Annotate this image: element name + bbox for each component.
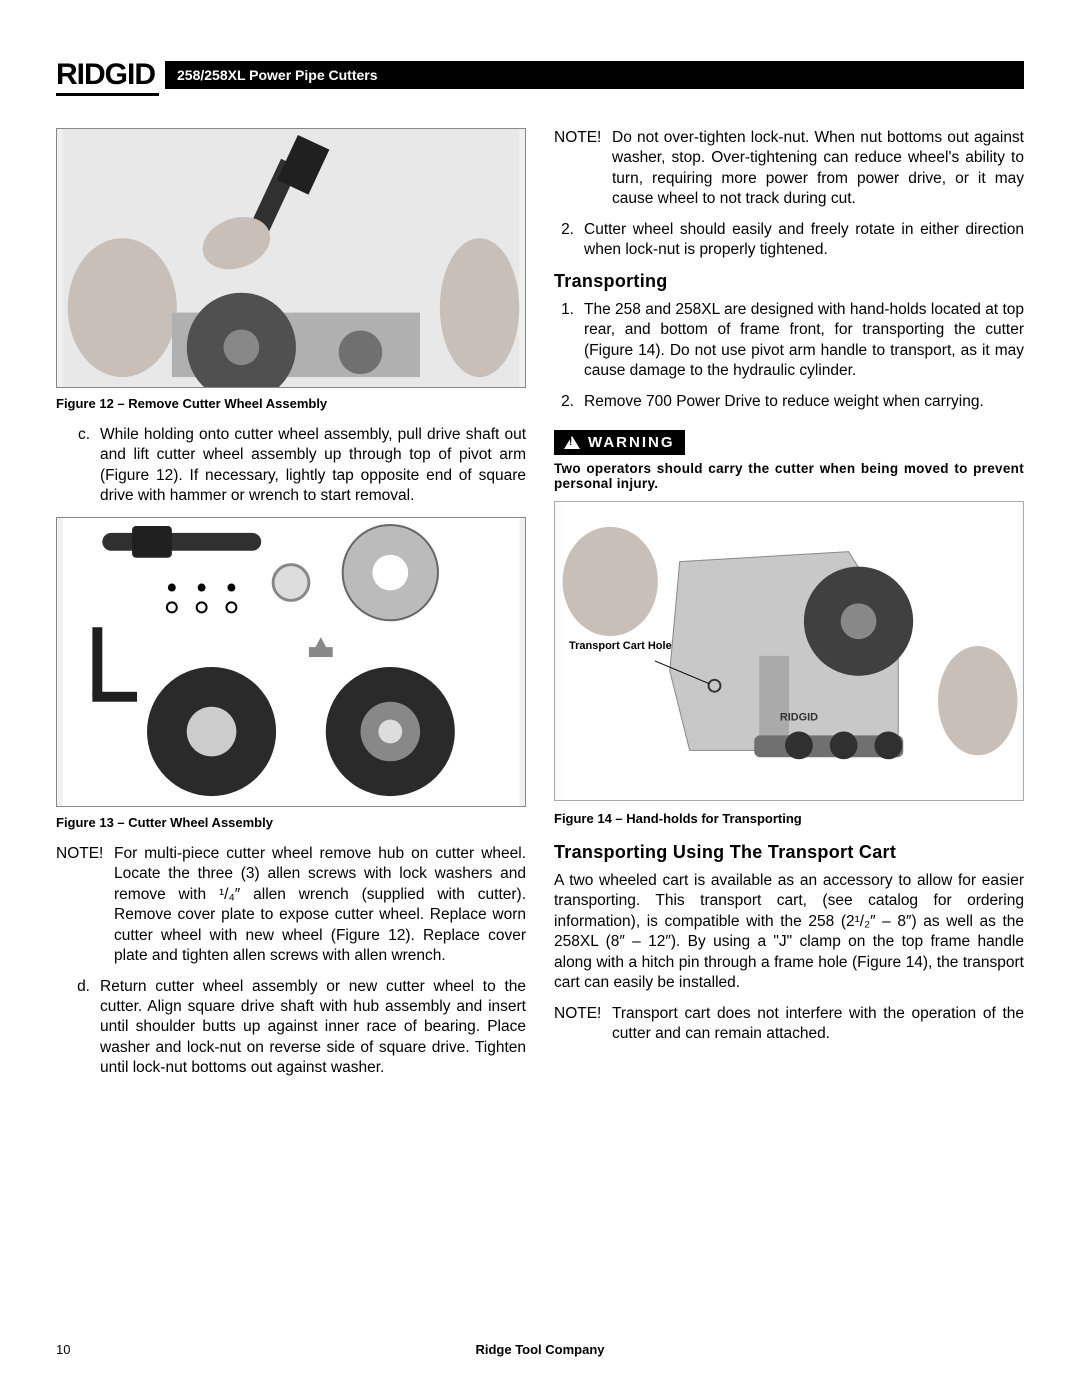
warning-message: Two operators should carry the cutter wh…: [554, 461, 1024, 491]
step-marker: 1.: [554, 300, 584, 382]
two-column-layout: Figure 12 – Remove Cutter Wheel Assembly…: [56, 128, 1024, 1089]
transport-step-1: 1. The 258 and 258XL are designed with h…: [554, 300, 1024, 382]
note-overtighten: NOTE! Do not over-tighten lock-nut. When…: [554, 128, 1024, 210]
step-c: c. While holding onto cutter wheel assem…: [56, 425, 526, 507]
step-d-marker: d.: [56, 977, 100, 1079]
note-cart: NOTE! Transport cart does not interfere …: [554, 1004, 1024, 1045]
step-d: d. Return cutter wheel assembly or new c…: [56, 977, 526, 1079]
step-c-marker: c.: [56, 425, 100, 507]
note-label: NOTE!: [56, 844, 114, 967]
transport-step-2: 2. Remove 700 Power Drive to reduce weig…: [554, 392, 1024, 412]
brand-logo: RIDGID: [56, 58, 165, 92]
warning-triangle-icon: [564, 436, 580, 449]
warning-label: WARNING: [588, 434, 675, 451]
figure-13-image: [56, 517, 526, 807]
step-body: Cutter wheel should easily and freely ro…: [584, 220, 1024, 261]
callout-transport-cart-hole: Transport Cart Hole: [569, 640, 672, 652]
note-body: Transport cart does not interfere with t…: [612, 1004, 1024, 1045]
figure-14-image: RIDGID Transport Cart Hole: [554, 501, 1024, 801]
step-body: Remove 700 Power Drive to reduce weight …: [584, 392, 1024, 412]
svg-text:RIDGID: RIDGID: [780, 712, 818, 724]
document-title-strip: 258/258XL Power Pipe Cutters: [165, 61, 1024, 89]
note-body: Do not over-tighten lock-nut. When nut b…: [612, 128, 1024, 210]
transport-cart-paragraph: A two wheeled cart is available as an ac…: [554, 871, 1024, 994]
wheel-assembly-illustration: [57, 518, 525, 806]
left-column: Figure 12 – Remove Cutter Wheel Assembly…: [56, 128, 526, 1089]
manual-page: RIDGID 258/258XL Power Pipe Cutters: [0, 0, 1080, 1129]
figure-12-caption: Figure 12 – Remove Cutter Wheel Assembly: [56, 396, 526, 411]
heading-transporting: Transporting: [554, 271, 1024, 292]
footer-company: Ridge Tool Company: [475, 1342, 604, 1357]
warning-banner: WARNING: [554, 430, 685, 455]
step-marker: 2.: [554, 392, 584, 412]
step-marker: 2.: [554, 220, 584, 261]
note-body: For multi-piece cutter wheel remove hub …: [114, 844, 526, 967]
step-2-rotate: 2. Cutter wheel should easily and freely…: [554, 220, 1024, 261]
cutter-removal-illustration: [57, 129, 525, 387]
step-d-body: Return cutter wheel assembly or new cutt…: [100, 977, 526, 1079]
step-c-body: While holding onto cutter wheel assembly…: [100, 425, 526, 507]
figure-12-image: [56, 128, 526, 388]
right-column: NOTE! Do not over-tighten lock-nut. When…: [554, 128, 1024, 1089]
page-number: 10: [56, 1342, 70, 1357]
note-multipiece: NOTE! For multi-piece cutter wheel remov…: [56, 844, 526, 967]
footer-spacer: [1020, 1342, 1024, 1357]
page-footer: 10 Ridge Tool Company: [56, 1342, 1024, 1357]
note-label: NOTE!: [554, 1004, 612, 1045]
header-bar: RIDGID 258/258XL Power Pipe Cutters: [56, 58, 1024, 92]
figure-14-caption: Figure 14 – Hand-holds for Transporting: [554, 811, 1024, 826]
note-label: NOTE!: [554, 128, 612, 210]
heading-transport-cart: Transporting Using The Transport Cart: [554, 842, 1024, 863]
figure-13-caption: Figure 13 – Cutter Wheel Assembly: [56, 815, 526, 830]
step-body: The 258 and 258XL are designed with hand…: [584, 300, 1024, 382]
